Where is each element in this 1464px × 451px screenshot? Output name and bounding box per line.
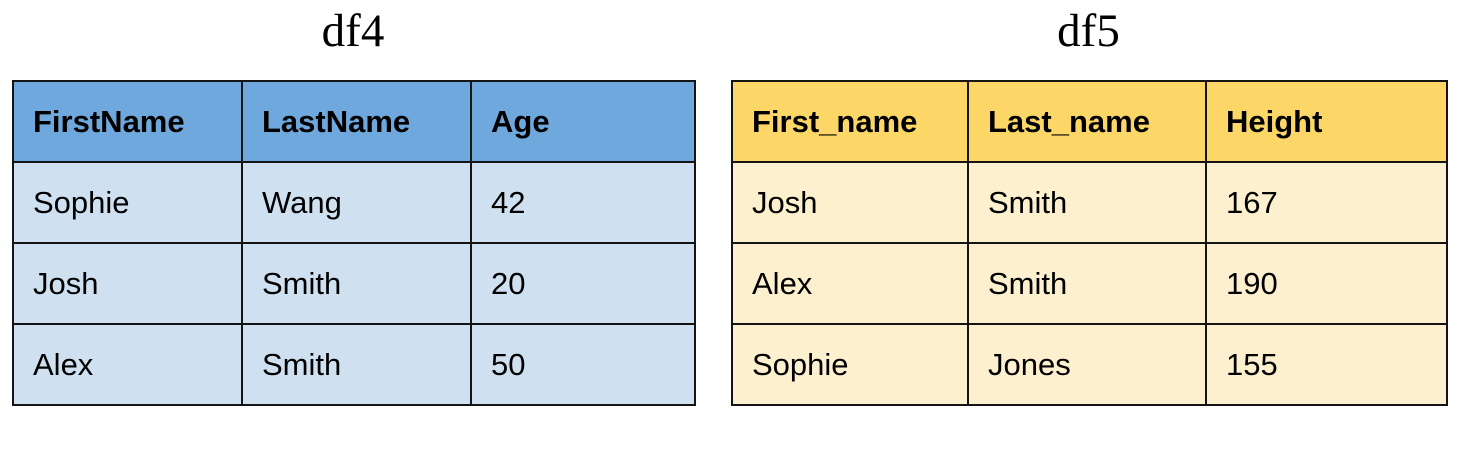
column-header-lastname: LastName — [241, 80, 472, 163]
cell-first-name: Sophie — [731, 323, 969, 406]
cell-age: 50 — [470, 323, 696, 406]
cell-firstname: Alex — [12, 323, 243, 406]
column-header-firstname: FirstName — [12, 80, 243, 163]
table-row: Sophie Jones 155 — [731, 323, 1448, 406]
cell-firstname: Josh — [12, 242, 243, 325]
column-header-last-name: Last_name — [967, 80, 1207, 163]
table-header-df4: FirstName LastName Age — [12, 80, 696, 163]
dataframe-table-df5: First_name Last_name Height Josh Smith 1… — [731, 80, 1448, 406]
column-header-first-name: First_name — [731, 80, 969, 163]
table-row: Sophie Wang 42 — [12, 161, 696, 244]
cell-lastname: Smith — [241, 242, 472, 325]
table-body-df4: Sophie Wang 42 Josh Smith 20 Alex Smith … — [12, 161, 696, 406]
dataframe-table-df4: FirstName LastName Age Sophie Wang 42 Jo… — [12, 80, 696, 406]
cell-last-name: Smith — [967, 161, 1207, 244]
table-row: Alex Smith 190 — [731, 242, 1448, 325]
table-title-df4: df4 — [321, 5, 385, 57]
cell-age: 20 — [470, 242, 696, 325]
column-header-height: Height — [1205, 80, 1448, 163]
cell-lastname: Wang — [241, 161, 472, 244]
table-header-df5: First_name Last_name Height — [731, 80, 1448, 163]
dataframe-block-df5: df5 First_name Last_name Height Josh Smi… — [731, 0, 1448, 406]
cell-first-name: Alex — [731, 242, 969, 325]
cell-height: 155 — [1205, 323, 1448, 406]
table-row: Alex Smith 50 — [12, 323, 696, 406]
dataframe-block-df4: df4 FirstName LastName Age Sophie Wang 4… — [12, 0, 696, 406]
table-header-row: FirstName LastName Age — [12, 80, 696, 163]
column-header-age: Age — [470, 80, 696, 163]
cell-firstname: Sophie — [12, 161, 243, 244]
cell-first-name: Josh — [731, 161, 969, 244]
cell-height: 167 — [1205, 161, 1448, 244]
table-body-df5: Josh Smith 167 Alex Smith 190 Sophie Jon… — [731, 161, 1448, 406]
table-row: Josh Smith 167 — [731, 161, 1448, 244]
table-title-df5: df5 — [1057, 5, 1120, 57]
cell-last-name: Jones — [967, 323, 1207, 406]
table-header-row: First_name Last_name Height — [731, 80, 1448, 163]
cell-lastname: Smith — [241, 323, 472, 406]
cell-last-name: Smith — [967, 242, 1207, 325]
table-row: Josh Smith 20 — [12, 242, 696, 325]
cell-height: 190 — [1205, 242, 1448, 325]
cell-age: 42 — [470, 161, 696, 244]
